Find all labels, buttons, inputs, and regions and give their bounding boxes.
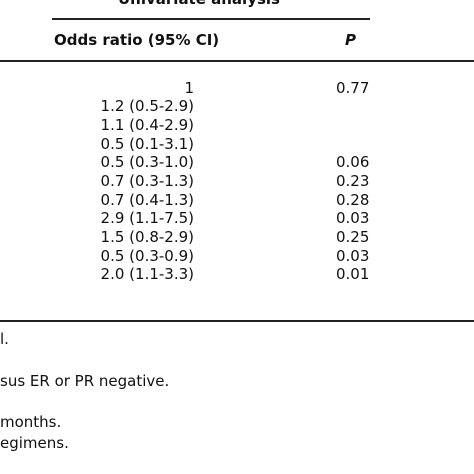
odds-ratio-cell: 1.2 (0.5-2.9) bbox=[100, 97, 194, 115]
p-value-cell: 0.28 bbox=[336, 191, 370, 209]
p-value-cell: 0.06 bbox=[336, 153, 370, 171]
table-row: 2.0 (1.1-3.3) 0.01 bbox=[0, 265, 474, 284]
odds-ratio-cell: 0.5 (0.3-0.9) bbox=[100, 247, 194, 265]
p-value-cell: 0.03 bbox=[336, 247, 370, 265]
odds-ratio-cell: 0.7 (0.4-1.3) bbox=[100, 191, 194, 209]
table-row: 0.7 (0.3-1.3) 0.23 bbox=[0, 172, 474, 191]
odds-ratio-cell: 0.5 (0.3-1.0) bbox=[100, 153, 194, 171]
table-row: 0.7 (0.4-1.3) 0.28 bbox=[0, 191, 474, 210]
p-value-header: P bbox=[345, 31, 356, 49]
p-value-cell: 0.03 bbox=[336, 209, 370, 227]
odds-ratio-cell: 2.9 (1.1-7.5) bbox=[100, 209, 194, 227]
table-row: 1.1 (0.4-2.9) bbox=[0, 116, 474, 135]
table-row: 0.5 (0.3-0.9) 0.03 bbox=[0, 247, 474, 266]
table-bottom-rule bbox=[0, 320, 474, 322]
group-rule bbox=[52, 18, 370, 20]
footnote: l. bbox=[0, 330, 9, 348]
footnote: sus ER or PR negative. bbox=[0, 372, 170, 390]
odds-ratio-cell: 1.5 (0.8-2.9) bbox=[100, 228, 194, 246]
table-row: 0.5 (0.3-1.0) 0.06 bbox=[0, 153, 474, 172]
footnote: egimens. bbox=[0, 434, 69, 452]
p-value-cell: 0.25 bbox=[336, 228, 370, 246]
p-value-cell: 0.77 bbox=[336, 79, 370, 97]
odds-ratio-cell: 1 bbox=[184, 79, 194, 97]
p-value-cell: 0.23 bbox=[336, 172, 370, 190]
table-row: 1.2 (0.5-2.9) bbox=[0, 97, 474, 116]
footnote: months. bbox=[0, 413, 62, 431]
p-value-cell: 0.01 bbox=[336, 265, 370, 283]
table-row: 1.5 (0.8-2.9) 0.25 bbox=[0, 228, 474, 247]
odds-ratio-cell: 1.1 (0.4-2.9) bbox=[100, 116, 194, 134]
odds-ratio-cell: 0.5 (0.1-3.1) bbox=[100, 135, 194, 153]
table-group-title: Univariate analysis bbox=[118, 0, 280, 8]
odds-ratio-cell: 2.0 (1.1-3.3) bbox=[100, 265, 194, 283]
table-row: 2.9 (1.1-7.5) 0.03 bbox=[0, 209, 474, 228]
odds-ratio-header: Odds ratio (95% CI) bbox=[54, 31, 220, 49]
table-row: 0.5 (0.1-3.1) bbox=[0, 135, 474, 154]
header-rule bbox=[0, 60, 474, 62]
table-row: 1 0.77 bbox=[0, 79, 474, 98]
odds-ratio-cell: 0.7 (0.3-1.3) bbox=[100, 172, 194, 190]
